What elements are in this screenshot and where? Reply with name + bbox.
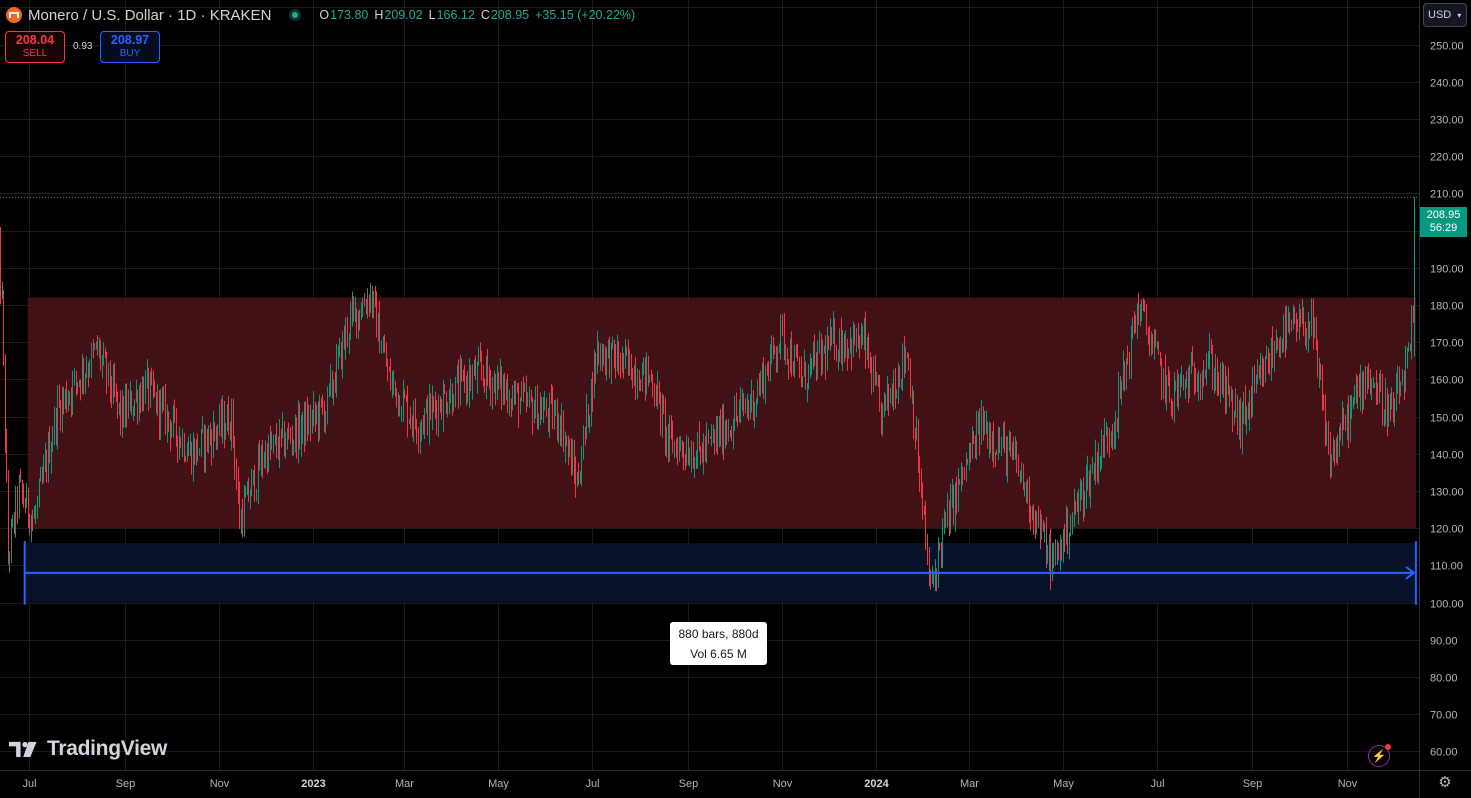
x-tick-label: 2024 <box>864 778 889 790</box>
symbol-title[interactable]: Monero / U.S. Dollar · 1D · KRAKEN <box>28 7 271 24</box>
ohlc-change: +35.15 (+20.22%) <box>535 8 635 22</box>
ohlc-key: O <box>319 8 329 22</box>
x-tick-label: Nov <box>773 778 793 790</box>
x-tick-label: May <box>488 778 509 790</box>
ohlc-open: 173.80 <box>330 8 368 22</box>
ohlc-key: C <box>481 8 490 22</box>
y-tick-label: 250.00 <box>1430 41 1464 53</box>
y-tick-label: 140.00 <box>1430 450 1464 462</box>
buy-price: 208.97 <box>111 34 149 47</box>
y-tick-label: 180.00 <box>1430 301 1464 313</box>
tradingview-logo-icon <box>9 740 41 758</box>
y-tick-label: 70.00 <box>1430 710 1458 722</box>
x-tick-label: Mar <box>395 778 414 790</box>
y-tick-label: 240.00 <box>1430 78 1464 90</box>
y-tick-label: 220.00 <box>1430 152 1464 164</box>
spread-value: 0.93 <box>73 41 92 52</box>
bar-countdown: 56:29 <box>1420 222 1467 235</box>
chevron-down-icon: ▾ <box>1457 11 1461 20</box>
y-tick-label: 170.00 <box>1430 338 1464 350</box>
x-tick-label: Jul <box>585 778 599 790</box>
sell-price: 208.04 <box>16 34 54 47</box>
gear-icon[interactable]: ⚙ <box>1437 775 1453 791</box>
x-tick-label: Mar <box>960 778 979 790</box>
sell-button[interactable]: 208.04 SELL <box>5 31 65 63</box>
x-tick-label: Sep <box>679 778 699 790</box>
last-price-label: 208.95 56:29 <box>1420 207 1467 237</box>
range-rectangle[interactable] <box>28 298 1416 529</box>
symbol-header: Monero / U.S. Dollar · 1D · KRAKEN O173.… <box>6 5 635 25</box>
currency-value: USD <box>1428 9 1451 21</box>
tradingview-logo-text: TradingView <box>47 737 167 761</box>
ohlc-low: 166.12 <box>437 8 475 22</box>
x-tick-label: Sep <box>116 778 136 790</box>
y-tick-label: 100.00 <box>1430 599 1464 611</box>
y-tick-label: 110.00 <box>1430 561 1463 573</box>
buy-label: BUY <box>120 47 141 60</box>
sell-label: SELL <box>23 47 47 60</box>
y-tick-label: 90.00 <box>1430 636 1458 648</box>
y-tick-label: 190.00 <box>1430 264 1464 276</box>
y-tick-label: 230.00 <box>1430 115 1464 127</box>
measure-volume: Vol 6.65 M <box>670 644 767 664</box>
y-tick-label: 80.00 <box>1430 673 1458 685</box>
buy-button[interactable]: 208.97 BUY <box>100 31 160 63</box>
x-tick-label: 2023 <box>301 778 325 790</box>
y-tick-label: 130.00 <box>1430 487 1464 499</box>
lightning-icon[interactable]: ⚡ <box>1368 745 1390 767</box>
y-tick-label: 150.00 <box>1430 413 1464 425</box>
monero-logo-icon <box>6 7 22 23</box>
x-tick-label: May <box>1053 778 1074 790</box>
currency-selector[interactable]: USD ▾ <box>1423 3 1467 27</box>
measure-tooltip: 880 bars, 880d Vol 6.65 M <box>670 622 767 665</box>
y-tick-label: 120.00 <box>1430 524 1464 536</box>
status-dot-icon <box>289 9 301 21</box>
x-tick-label: Sep <box>1243 778 1263 790</box>
ohlc-high: 209.02 <box>384 8 422 22</box>
ohlc-close: 208.95 <box>491 8 529 22</box>
ohlc-key: L <box>429 8 436 22</box>
x-tick-label: Jul <box>22 778 36 790</box>
y-tick-label: 60.00 <box>1430 747 1458 759</box>
last-price-value: 208.95 <box>1420 209 1467 222</box>
x-tick-label: Nov <box>1338 778 1358 790</box>
y-tick-label: 160.00 <box>1430 375 1464 387</box>
tradingview-logo[interactable]: TradingView <box>9 738 167 760</box>
ohlc-values: O173.80 H209.02 L166.12 C208.95 +35.15 (… <box>319 8 635 22</box>
measure-bars: 880 bars, 880d <box>670 624 767 644</box>
x-tick-label: Jul <box>1150 778 1164 790</box>
ohlc-key: H <box>374 8 383 22</box>
x-tick-label: Nov <box>210 778 230 790</box>
y-tick-label: 210.00 <box>1430 189 1464 201</box>
